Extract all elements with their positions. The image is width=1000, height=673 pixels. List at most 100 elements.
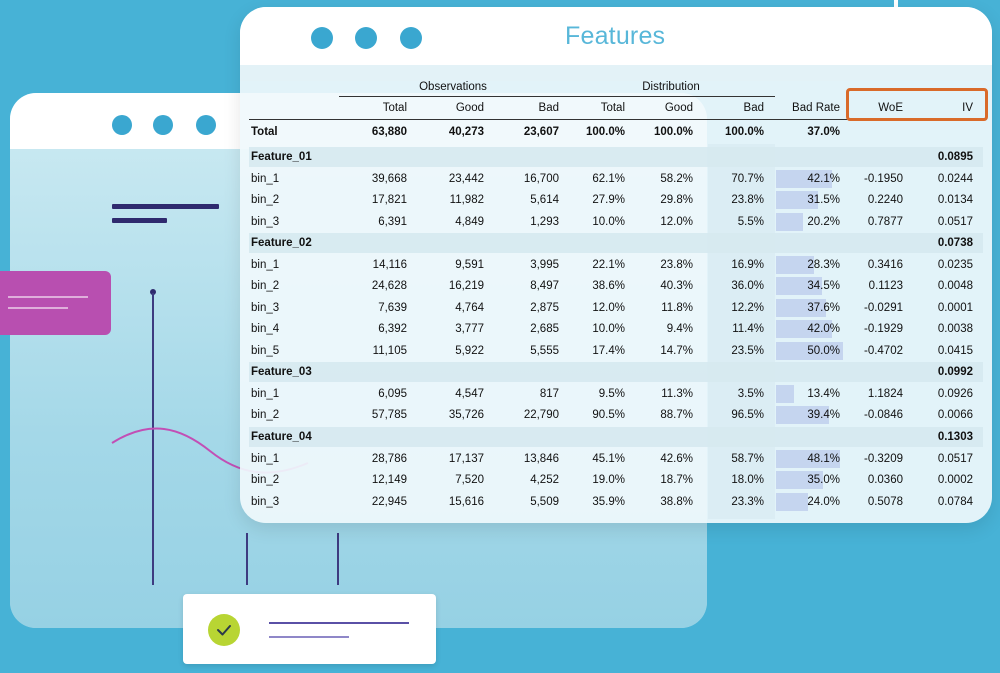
table-cell: 8,497: [530, 280, 559, 292]
column-header[interactable]: Bad: [538, 102, 559, 114]
table-cell: 9.5%: [598, 387, 625, 400]
table-cell: 12.0%: [592, 301, 625, 314]
column-header[interactable]: Good: [664, 102, 693, 114]
table-cell: 37.6%: [807, 301, 840, 314]
column-header[interactable]: WoE: [878, 102, 903, 114]
table-cell: 0.0784: [937, 495, 973, 508]
column-header[interactable]: Bad: [743, 102, 764, 114]
table-cell: 23,442: [448, 172, 484, 185]
column-header[interactable]: Total: [382, 102, 407, 114]
feature-name[interactable]: Feature_02: [251, 237, 312, 249]
table-cell: 7,639: [378, 301, 407, 314]
table-cell: 5,922: [455, 344, 484, 357]
table-cell: 39,668: [371, 172, 407, 185]
table-cell: 0.7877: [867, 215, 903, 228]
bin-label[interactable]: bin_1: [251, 387, 280, 400]
table-cell: 17,137: [448, 452, 484, 465]
column-header[interactable]: Good: [455, 102, 484, 114]
window-dot-icon[interactable]: [400, 27, 422, 49]
table-cell: 23.8%: [731, 194, 764, 206]
table-cell: 29.8%: [660, 194, 693, 206]
bin-label[interactable]: bin_1: [251, 258, 280, 271]
table-cell: 22,790: [523, 409, 559, 421]
table-cell: 0.5078: [867, 495, 903, 508]
column-header[interactable]: Total: [600, 102, 625, 114]
table-cell: 12.0%: [660, 215, 693, 228]
bad-rate-bar: [776, 449, 840, 468]
window-dot-icon: [112, 115, 132, 135]
table-cell: 11.4%: [732, 323, 764, 335]
magenta-card-decoration: [0, 271, 111, 335]
table-cell: 12.2%: [731, 301, 764, 314]
bad-column-shade: [708, 144, 775, 519]
total-row-cell: 100.0%: [653, 126, 693, 138]
table-cell: 42.1%: [807, 172, 840, 185]
table-cell: 31.5%: [807, 194, 840, 206]
table-cell: 7,520: [455, 474, 484, 486]
table-cell: 3,995: [530, 258, 559, 271]
feature-header-band: [249, 362, 983, 382]
window-dot-icon: [153, 115, 173, 135]
feature-name[interactable]: Feature_01: [251, 151, 312, 163]
bin-label[interactable]: bin_4: [251, 323, 280, 335]
table-cell: 5.5%: [737, 215, 764, 228]
table-cell: 24.0%: [807, 495, 840, 508]
features-window-titlebar: Features: [240, 7, 992, 65]
table-cell: 62.1%: [592, 172, 625, 185]
bin-label[interactable]: bin_5: [251, 344, 280, 357]
window-dot-icon[interactable]: [311, 27, 333, 49]
feature-iv: 0.0738: [937, 237, 973, 249]
bin-label[interactable]: bin_2: [251, 409, 280, 421]
table-cell: 0.0926: [937, 387, 973, 400]
table-cell: 70.7%: [731, 172, 764, 185]
bin-label[interactable]: bin_1: [251, 172, 280, 185]
table-cell: 0.0517: [937, 452, 973, 465]
table-cell: 39.4%: [807, 409, 840, 421]
table-cell: 34.5%: [807, 280, 840, 292]
table-cell: 0.3416: [867, 258, 903, 271]
bin-label[interactable]: bin_1: [251, 452, 280, 465]
window-dot-icon[interactable]: [355, 27, 377, 49]
table-cell: 27.9%: [592, 194, 625, 206]
table-cell: 0.0038: [937, 323, 973, 335]
table-cell: 42.0%: [807, 323, 840, 335]
feature-name[interactable]: Feature_03: [251, 366, 312, 378]
pin-dot-icon: [150, 289, 156, 295]
column-header[interactable]: IV: [962, 102, 973, 114]
table-cell: 48.1%: [807, 452, 840, 465]
feature-header-band: [249, 147, 983, 167]
table-cell: 38.6%: [592, 280, 625, 292]
column-header[interactable]: Bad Rate: [792, 102, 840, 114]
table-cell: 42.6%: [660, 452, 693, 465]
bad-rate-bar: [776, 255, 814, 274]
table-cell: 24,628: [371, 280, 407, 292]
bin-label[interactable]: bin_3: [251, 301, 280, 314]
table-cell: 4,849: [455, 215, 484, 228]
table-cell: 2,875: [530, 301, 559, 314]
table-cell: 23.5%: [731, 344, 764, 357]
bin-label[interactable]: bin_2: [251, 280, 280, 292]
feature-name[interactable]: Feature_04: [251, 431, 312, 443]
bin-label[interactable]: bin_3: [251, 495, 280, 508]
bad-rate-bar: [776, 320, 832, 338]
bin-label[interactable]: bin_2: [251, 474, 280, 486]
text-line-decoration: [112, 218, 167, 223]
table-cell: 10.0%: [592, 323, 625, 335]
table-cell: 57,785: [371, 409, 407, 421]
bin-label[interactable]: bin_3: [251, 215, 280, 228]
table-cell: 19.0%: [592, 474, 625, 486]
group-header-observations: Observations: [419, 81, 487, 93]
table-cell: 36.0%: [731, 280, 764, 292]
table-cell: 0.0235: [937, 258, 973, 271]
bin-label[interactable]: bin_2: [251, 194, 280, 206]
window-title: Features: [565, 22, 666, 50]
bad-rate-bar: [776, 384, 794, 403]
table-cell: 4,764: [455, 301, 484, 314]
table-cell: 17,821: [371, 194, 407, 206]
feature-iv: 0.0992: [937, 366, 973, 378]
table-cell: 11,105: [372, 344, 407, 357]
status-card: [183, 594, 436, 664]
table-cell: 0.2240: [867, 194, 903, 206]
table-cell: 90.5%: [592, 409, 625, 421]
total-row-cell: 37.0%: [807, 126, 840, 138]
